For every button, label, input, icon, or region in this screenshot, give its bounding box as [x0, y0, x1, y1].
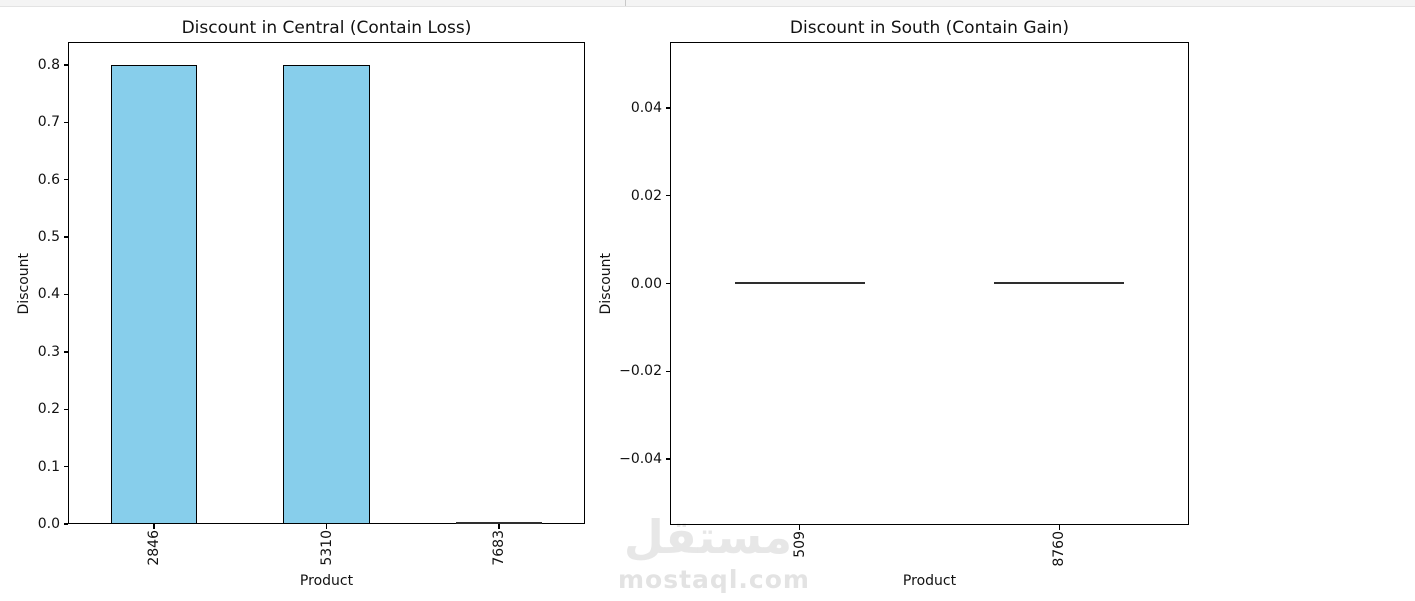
y-tick-mark: [63, 523, 68, 525]
y-tick-label: 0.6: [37, 171, 60, 188]
y-tick-label: 0.3: [37, 343, 60, 360]
top-bar: [0, 0, 1415, 7]
x-tick-mark: [799, 525, 801, 530]
y-tick-mark: [665, 194, 670, 197]
x-tick-label-509: 509: [791, 531, 808, 558]
y-tick-mark: [63, 465, 68, 468]
y-tick-label: 0.7: [37, 114, 60, 131]
x-tick-mark: [498, 524, 500, 529]
y-tick-label: 0.8: [37, 56, 60, 73]
watermark: مستقل mostaql.com: [618, 510, 810, 594]
watermark-arabic-logo: مستقل: [623, 510, 793, 564]
y-tick-label: 0.4: [37, 286, 60, 303]
x-tick-mark: [153, 524, 155, 529]
plot-area: [670, 42, 1189, 525]
chart-title: Discount in South (Contain Gain): [789, 18, 1070, 38]
bar-5310: [283, 64, 370, 524]
y-tick-mark: [63, 293, 68, 296]
y-tick-label: 0.02: [630, 187, 662, 204]
bar-7683: [455, 522, 542, 524]
y-tick-label: −0.04: [619, 451, 662, 468]
x-tick-mark: [1058, 525, 1060, 530]
y-tick-label: 0.00: [630, 275, 662, 292]
x-tick-label-5310: 5310: [318, 530, 335, 566]
y-tick-mark: [63, 64, 68, 66]
y-tick-mark: [665, 282, 670, 285]
y-tick-label: 0.5: [37, 229, 60, 246]
y-tick-mark: [63, 121, 68, 124]
y-tick-label: 0.04: [630, 99, 662, 116]
y-tick-mark: [63, 179, 68, 181]
watermark-domain-text: mostaql.com: [618, 564, 810, 594]
y-tick-mark: [63, 351, 68, 353]
bar-8760: [994, 281, 1125, 284]
y-tick-mark: [665, 370, 670, 372]
y-tick-label: 0.1: [37, 458, 60, 475]
x-tick-label-7683: 7683: [490, 530, 507, 566]
bar-2846: [111, 64, 198, 524]
bar-509: [734, 281, 865, 284]
y-tick-mark: [63, 236, 68, 238]
y-tick-mark: [665, 107, 670, 109]
y-tick-label: −0.02: [619, 363, 662, 380]
y-tick-mark: [63, 408, 68, 410]
x-tick-label-2846: 2846: [146, 530, 163, 566]
y-tick-label: 0.0: [37, 516, 60, 532]
y-tick-label: 0.2: [37, 401, 60, 418]
x-tick-label-8760: 8760: [1051, 531, 1068, 567]
tab-divider: [625, 0, 626, 6]
chart-title: Discount in Central (Contain Loss): [181, 18, 472, 38]
y-tick-mark: [665, 458, 670, 460]
x-axis-label: Product: [299, 573, 354, 589]
y-axis-label: Discount: [16, 252, 32, 314]
x-tick-mark: [325, 524, 328, 529]
x-axis-label: Product: [902, 573, 957, 589]
